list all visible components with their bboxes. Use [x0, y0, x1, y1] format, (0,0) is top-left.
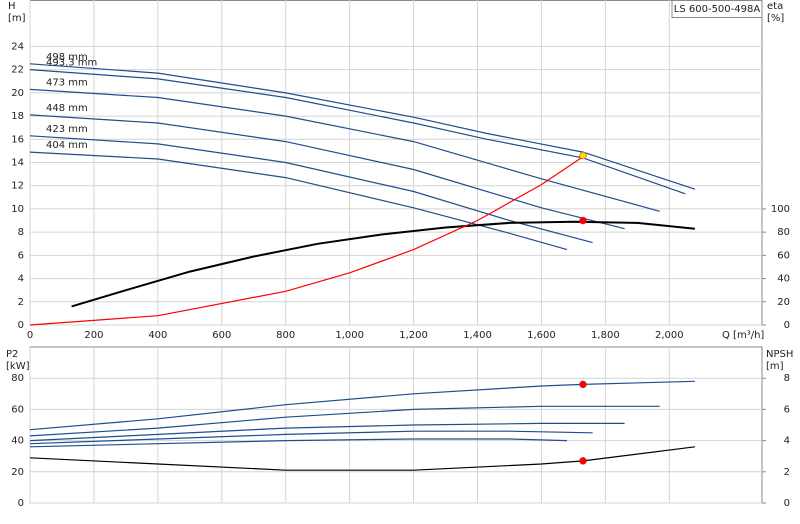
y-tick-label: 10 — [11, 204, 24, 215]
y2-tick-label: 4 — [784, 436, 790, 447]
y2-axis-label: eta — [767, 1, 783, 12]
y-axis-label: H — [8, 1, 16, 12]
series-label: 404 mm — [46, 140, 88, 151]
x-tick-label: 1,800 — [591, 330, 620, 341]
x-axis-label: Q [m³/h] — [722, 330, 764, 341]
series-label: 498 mm — [46, 52, 88, 63]
x-tick-label: 1,000 — [335, 330, 364, 341]
y2-axis-unit: [%] — [767, 13, 784, 24]
y2-tick-label: 60 — [777, 250, 790, 261]
y2-tick-label: 0 — [784, 320, 790, 331]
curve — [29, 438, 568, 448]
series-label: 423 mm — [46, 124, 88, 135]
y2-tick-label: 6 — [784, 404, 790, 415]
y-tick-label: 60 — [11, 404, 24, 415]
curve — [29, 114, 625, 230]
series-label: 473 mm — [46, 77, 88, 88]
y-tick-label: 22 — [11, 65, 24, 76]
y-axis-unit: [kW] — [6, 361, 30, 372]
y2-tick-label: 80 — [777, 227, 790, 238]
y-tick-label: 4 — [18, 274, 24, 285]
y2-tick-label: 0 — [784, 498, 790, 509]
curve — [71, 220, 696, 308]
x-tick-label: 400 — [148, 330, 167, 341]
y-tick-label: 40 — [11, 436, 24, 447]
y-tick-label: 16 — [11, 134, 24, 145]
x-tick-label: 200 — [84, 330, 103, 341]
duty-point — [579, 216, 587, 225]
y-axis-label: P2 — [6, 349, 18, 360]
y-tick-label: 12 — [11, 181, 24, 192]
curve — [29, 430, 593, 445]
y-tick-label: 20 — [11, 467, 24, 478]
y2-tick-label: 2 — [784, 467, 790, 478]
y-tick-label: 0 — [18, 320, 24, 331]
y-tick-label: 2 — [18, 297, 24, 308]
y-tick-label: 80 — [11, 373, 24, 384]
x-tick-label: 1,200 — [399, 330, 428, 341]
x-tick-label: 2,000 — [655, 330, 684, 341]
y2-tick-label: 40 — [777, 274, 790, 285]
curve — [29, 88, 660, 212]
y2-axis-label: NPSH — [766, 349, 793, 360]
y2-tick-label: 100 — [771, 204, 790, 215]
y-tick-label: 20 — [11, 88, 24, 99]
curve — [29, 156, 584, 326]
curve — [29, 69, 686, 195]
title-box — [671, 0, 763, 18]
x-tick-label: 1,600 — [527, 330, 556, 341]
curve — [29, 422, 625, 442]
chart-title: LS 600-500-498A — [674, 4, 761, 15]
x-tick-label: 1,400 — [463, 330, 492, 341]
series-label: 448 mm — [46, 103, 88, 114]
curve — [29, 135, 593, 244]
series-label: 493.3 mm — [46, 58, 97, 69]
y-tick-label: 0 — [18, 498, 24, 509]
duty-point — [579, 151, 587, 160]
curve — [29, 63, 696, 190]
curve — [29, 405, 660, 437]
y-tick-label: 8 — [18, 227, 24, 238]
y-tick-label: 24 — [11, 41, 24, 52]
x-tick-label: 0 — [27, 330, 33, 341]
y-tick-label: 6 — [18, 250, 24, 261]
y2-tick-label: 8 — [784, 373, 790, 384]
duty-point — [579, 380, 587, 389]
curve — [29, 446, 695, 471]
y2-axis-unit: [m] — [766, 361, 784, 372]
curve — [29, 380, 695, 431]
y-tick-label: 14 — [11, 158, 24, 169]
duty-point — [579, 457, 587, 465]
x-tick-label: 800 — [276, 330, 295, 341]
y-axis-unit: [m] — [8, 13, 26, 24]
y2-tick-label: 20 — [777, 297, 790, 308]
y-tick-label: 18 — [11, 111, 24, 122]
x-tick-label: 600 — [212, 330, 231, 341]
curve — [29, 151, 568, 251]
